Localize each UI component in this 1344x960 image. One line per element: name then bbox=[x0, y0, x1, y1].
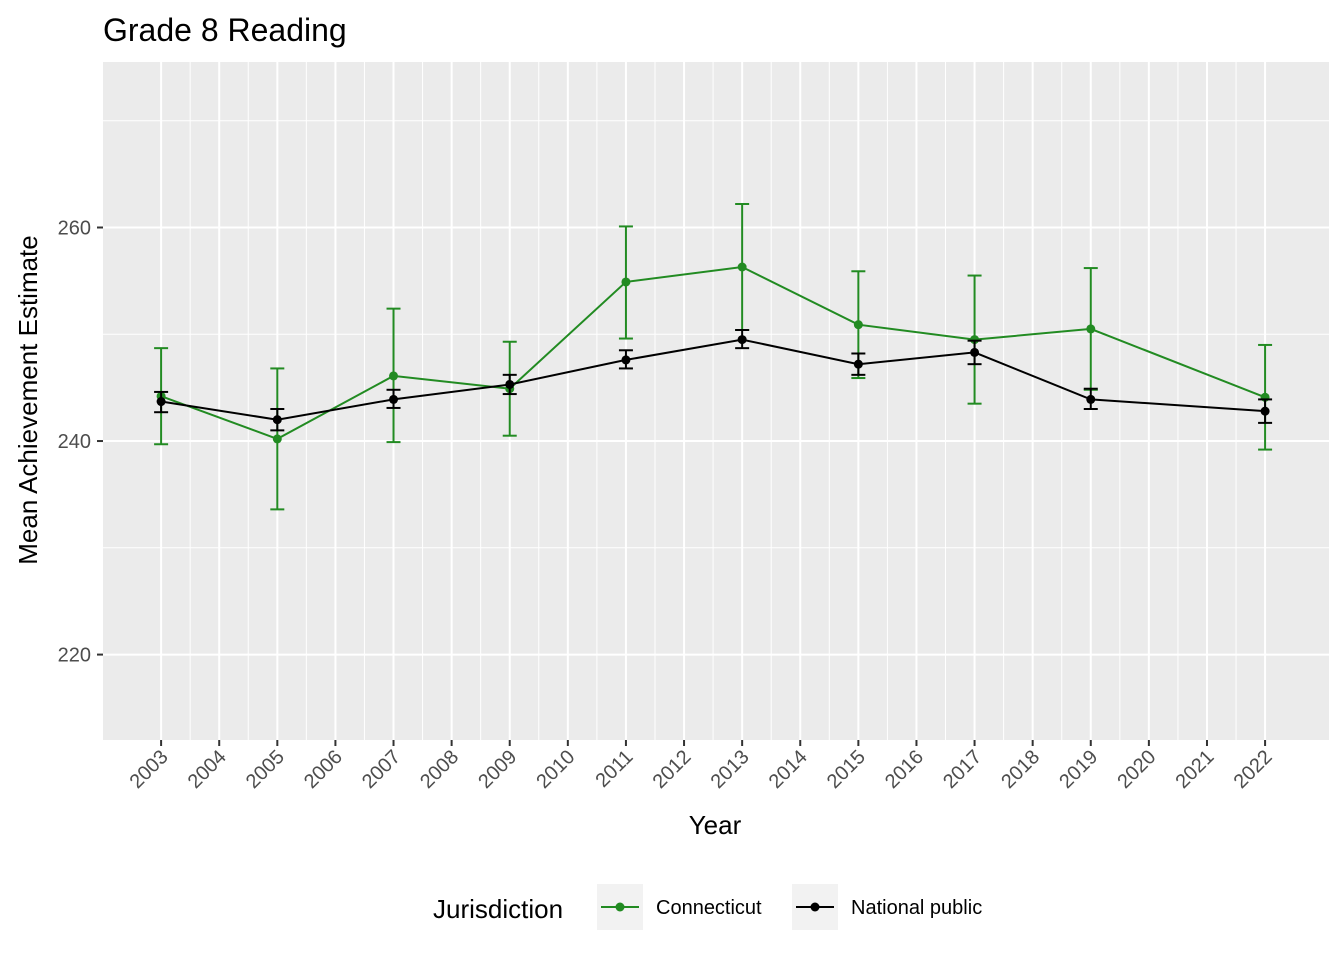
x-axis-label: Year bbox=[689, 810, 742, 840]
plot-panel bbox=[103, 62, 1329, 740]
data-point bbox=[737, 335, 747, 345]
legend-item-label: Connecticut bbox=[656, 897, 762, 919]
y-axis-label: Mean Achievement Estimate bbox=[13, 235, 43, 565]
x-tick-label: 2014 bbox=[765, 746, 812, 793]
legend-items: Connecticut National public bbox=[597, 884, 982, 930]
y-tick-label: 240 bbox=[58, 431, 91, 453]
x-tick-label: 2018 bbox=[997, 746, 1044, 793]
x-tick-label: 2020 bbox=[1113, 746, 1160, 793]
data-point bbox=[970, 335, 980, 345]
data-point bbox=[621, 277, 631, 287]
data-point bbox=[737, 262, 747, 272]
legend-key-point bbox=[615, 902, 625, 912]
x-tick-label: 2005 bbox=[242, 746, 289, 793]
data-point bbox=[1260, 406, 1270, 416]
data-point bbox=[853, 359, 863, 369]
data-point bbox=[1086, 394, 1096, 404]
x-tick-label: 2010 bbox=[532, 746, 579, 793]
x-tick-label: 2017 bbox=[939, 746, 986, 793]
data-point bbox=[621, 355, 631, 365]
x-tick-label: 2021 bbox=[1171, 746, 1218, 793]
legend-title: Jurisdiction bbox=[433, 894, 563, 924]
x-tick-label: 2004 bbox=[184, 746, 231, 793]
x-tick-label: 2013 bbox=[707, 746, 754, 793]
series-line bbox=[160, 338, 1266, 421]
legend-item-national-public: National public bbox=[792, 884, 982, 930]
y-tick-label: 220 bbox=[58, 645, 91, 667]
chart-title: Grade 8 Reading bbox=[103, 12, 347, 48]
legend-key-point bbox=[810, 902, 820, 912]
x-tick-label: 2012 bbox=[649, 746, 696, 793]
legend: Jurisdiction Connecticut National public bbox=[433, 884, 982, 930]
series-line bbox=[160, 265, 1266, 440]
x-tick-label: 2022 bbox=[1230, 746, 1277, 793]
data-point bbox=[272, 415, 282, 425]
x-tick-label: 2015 bbox=[823, 746, 870, 793]
series-connecticut bbox=[154, 203, 1273, 511]
data-point bbox=[272, 434, 282, 444]
x-tick-label: 2016 bbox=[881, 746, 928, 793]
data-point bbox=[1086, 324, 1096, 334]
x-tick-label: 2007 bbox=[358, 746, 405, 793]
y-tick-label: 260 bbox=[58, 217, 91, 239]
data-point bbox=[505, 379, 515, 389]
x-tick-label: 2009 bbox=[474, 746, 521, 793]
series-national-public bbox=[154, 328, 1273, 432]
legend-item-label: National public bbox=[851, 897, 982, 919]
x-tick-label: 2011 bbox=[592, 746, 638, 792]
panel-background bbox=[103, 62, 1329, 740]
x-tick-label: 2008 bbox=[416, 746, 463, 793]
legend-item-connecticut: Connecticut bbox=[597, 884, 762, 930]
data-point bbox=[853, 320, 863, 330]
data-point bbox=[970, 347, 980, 357]
x-tick-label: 2003 bbox=[126, 746, 173, 793]
x-tick-label: 2019 bbox=[1055, 746, 1102, 793]
data-point bbox=[389, 371, 399, 381]
series-layer bbox=[154, 203, 1273, 511]
data-point bbox=[389, 394, 399, 404]
x-tick-label: 2006 bbox=[300, 746, 347, 793]
data-point bbox=[156, 397, 166, 407]
